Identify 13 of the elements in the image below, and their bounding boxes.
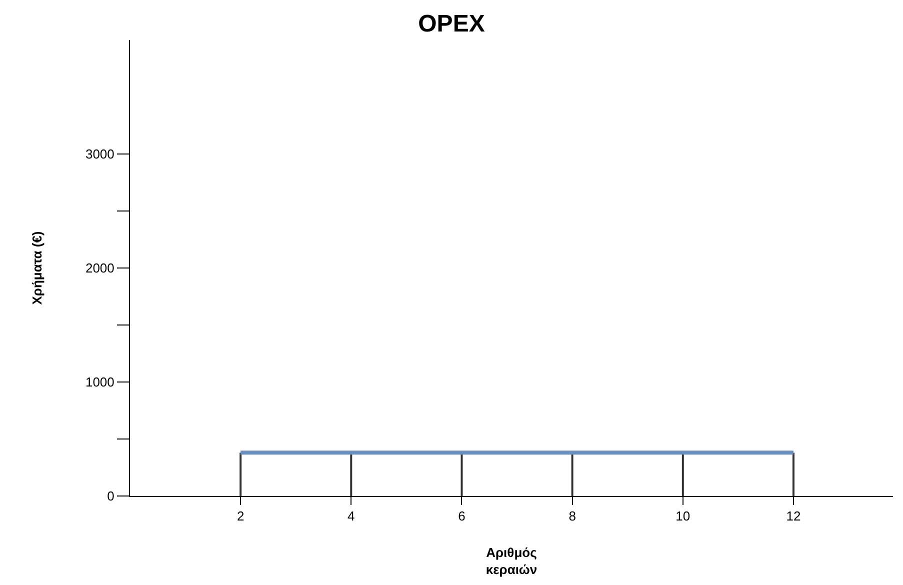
x-tick-label: 2 (236, 508, 244, 524)
y-tick-label: 3000 (85, 146, 114, 162)
x-tick-label: 6 (458, 508, 466, 524)
x-axis-title: Αριθμός κεραιών (486, 545, 538, 578)
y-tick-label: 0 (107, 488, 114, 504)
y-tick-label: 1000 (85, 374, 114, 390)
chart-title: OPEX (418, 10, 485, 38)
y-tick-label: 2000 (85, 260, 114, 276)
x-tick-label: 10 (676, 508, 690, 524)
y-axis-title: Χρήματα (€) (29, 231, 44, 305)
x-tick-label: 8 (568, 508, 576, 524)
x-tick-label: 4 (348, 508, 355, 524)
x-tick-label: 12 (786, 508, 801, 524)
